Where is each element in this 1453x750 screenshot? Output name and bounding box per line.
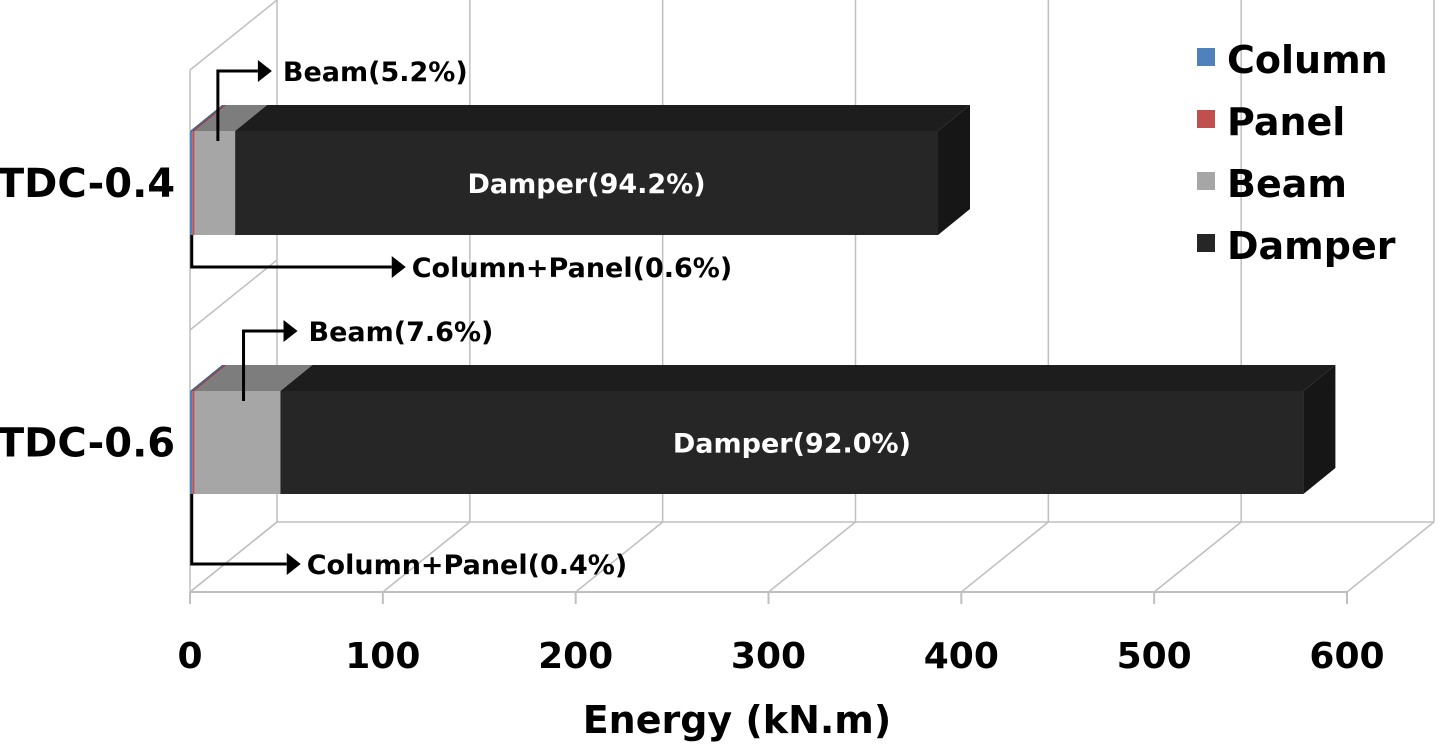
legend-swatch [1197, 48, 1215, 66]
legend-label: Panel [1227, 100, 1345, 144]
annotations: Beam(5.2%) Column+Panel(0.6%) Damper(94.2%… [190, 57, 911, 581]
bar-top-beam [194, 365, 313, 391]
legend-swatch [1197, 172, 1215, 190]
column-panel-callout-arrow [391, 256, 406, 278]
bar-top-damper [280, 365, 1336, 391]
x-axis-title: Energy (kN.m) [583, 698, 892, 742]
gridline-floor [575, 521, 664, 593]
gridline-floor [189, 521, 278, 593]
x-tick-label: 500 [1117, 636, 1192, 677]
bar-side-face [1303, 365, 1336, 494]
bar-column [190, 131, 193, 235]
column-panel-callout-label: Column+Panel(0.6%) [412, 253, 732, 284]
gridlines [189, 0, 1435, 593]
category-label: TDC-0.4 [0, 161, 175, 207]
gridline-floor [768, 521, 856, 593]
column-panel-callout-line [190, 235, 392, 269]
bar-column [190, 391, 193, 494]
bar-top-beam [194, 105, 268, 131]
column-panel-callout-line [190, 494, 287, 566]
legend-swatch [1197, 234, 1215, 252]
x-axis: 0 100 200 300 400 500 600 Energy (kN.m) [177, 591, 1385, 742]
x-tick-label: 200 [538, 636, 613, 677]
beam-callout-label: Beam(5.2%) [283, 57, 468, 88]
beam-callout-arrow [257, 60, 272, 82]
bar-side-face [938, 105, 971, 235]
legend-label: Column [1227, 38, 1388, 82]
bar-panel [192, 391, 195, 494]
beam-callout-arrow [283, 320, 298, 342]
bar-damper [280, 391, 1304, 494]
bar-beam [194, 131, 236, 235]
column-panel-callout-arrow [286, 553, 301, 575]
legend: Column Panel Beam Damper [1197, 38, 1396, 268]
beam-callout-line [216, 69, 258, 141]
x-tick-label: 100 [345, 636, 420, 677]
column-panel-callout-label: Column+Panel(0.4%) [307, 550, 627, 581]
bar-panel [192, 131, 195, 235]
x-tick-label: 0 [177, 636, 202, 677]
category-label: TDC-0.6 [0, 421, 175, 467]
bar-damper [235, 131, 939, 235]
x-tick-label: 600 [1309, 636, 1384, 677]
beam-callout-label: Beam(7.6%) [309, 317, 494, 348]
left-wall-top-edge [189, 0, 278, 71]
bar-beam [194, 391, 281, 494]
gridline-floor [1346, 521, 1435, 593]
legend-label: Damper [1227, 224, 1396, 268]
gridline-floor [960, 521, 1049, 593]
beam-callout-line [242, 329, 284, 401]
gridline-floor [382, 521, 471, 593]
bar-top-column [190, 365, 225, 391]
damper-label: Damper(94.2%) [468, 169, 706, 200]
legend-swatch [1197, 110, 1215, 128]
x-tick-label: 400 [924, 636, 999, 677]
damper-label: Damper(92.0%) [673, 429, 911, 460]
bar-top-damper [235, 105, 971, 131]
x-tick-label: 300 [731, 636, 806, 677]
left-wall-divider [189, 259, 278, 331]
legend-label: Beam [1227, 162, 1347, 206]
bar-top-column [190, 105, 225, 131]
bar-top-panel [192, 365, 227, 391]
gridline-floor [1153, 521, 1242, 593]
bars [190, 105, 1336, 494]
